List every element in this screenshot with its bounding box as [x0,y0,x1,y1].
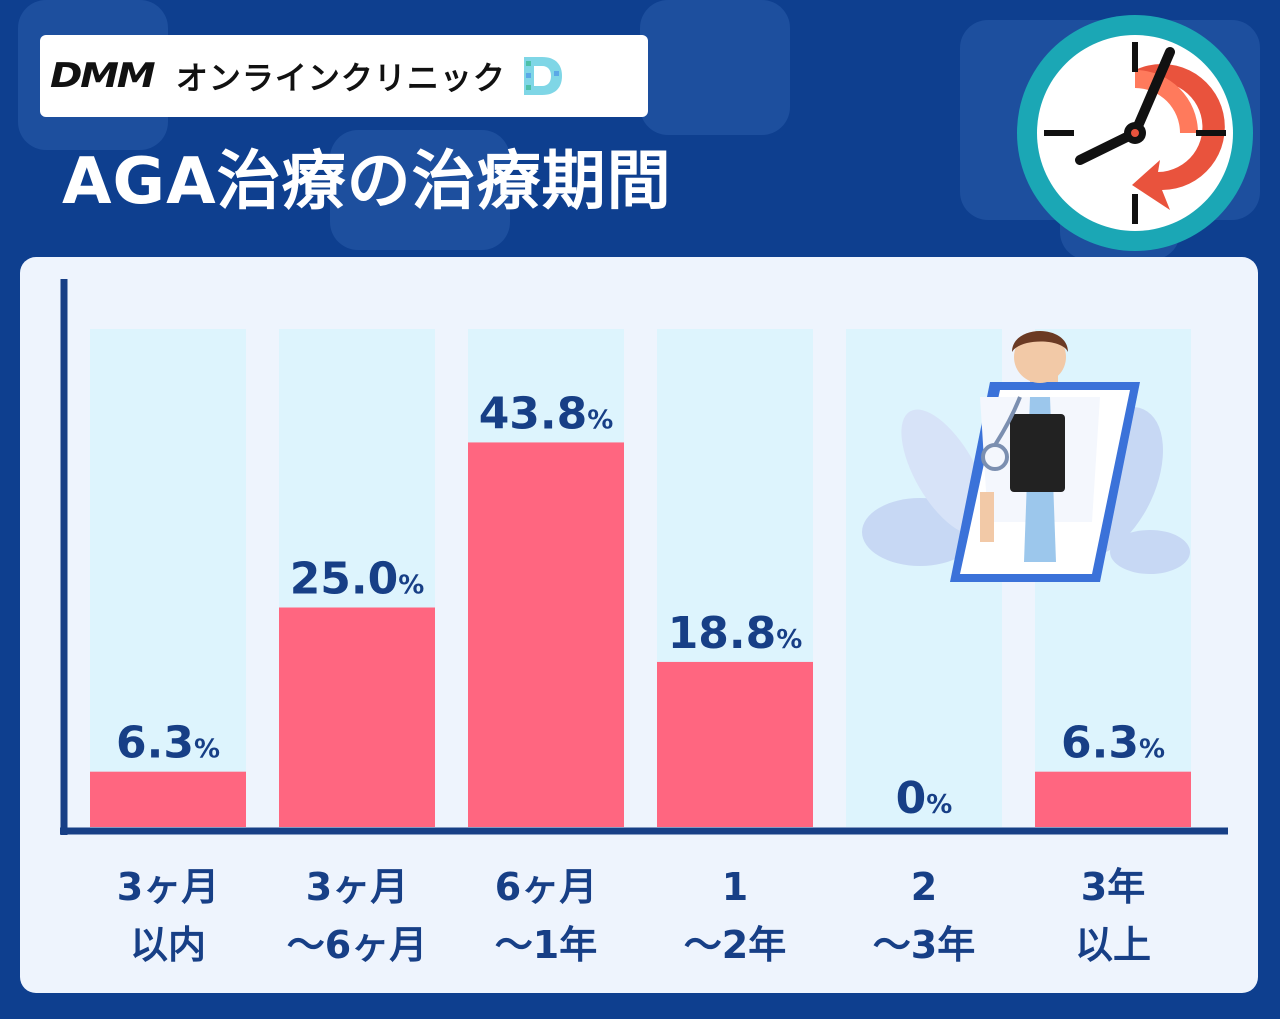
data-label-value: 0 [896,773,927,824]
bar [1035,771,1191,827]
data-label-unit: % [1139,735,1165,765]
data-label-value: 18.8 [668,608,777,659]
brand-logo: DMM オンラインクリニック [40,35,648,117]
data-label: 18.8% [668,608,803,659]
clock-icon [1017,15,1253,251]
data-label-unit: % [194,735,220,765]
category-label: 〜2年 [684,923,786,967]
data-label: 0% [896,773,953,824]
doctor-illustration [862,331,1190,582]
category-label: 以内 [130,923,206,967]
category-label: 3ヶ月 [306,865,408,909]
data-label-value: 43.8 [479,388,588,439]
brand-mark-icon [523,57,562,95]
data-label: 25.0% [290,554,425,605]
category-label: 2 [911,865,937,909]
category-label: 1 [722,865,748,909]
background-bubble [640,0,790,135]
brand-service-name: オンラインクリニック [175,59,506,97]
data-label-unit: % [587,405,613,435]
data-label-value: 6.3 [1061,718,1139,769]
data-label-unit: % [926,790,952,820]
bar [657,661,813,827]
data-label: 43.8% [479,388,614,439]
bar [468,442,624,827]
category-label: 3ヶ月 [117,865,219,909]
category-label: 〜6ヶ月 [287,923,427,967]
category-label: 以上 [1075,923,1151,967]
bar [90,771,246,827]
bar [279,607,435,827]
category-label: 〜1年 [495,923,597,967]
data-label-unit: % [398,571,424,601]
data-label-value: 6.3 [116,718,194,769]
chart-panel: 6.3% 3ヶ月以内 25.0% 3ヶ月〜6ヶ月 43.8% 6ヶ月〜1年 18.8% 1 〜2… [20,257,1258,993]
category-label: 3年 [1081,865,1145,909]
category-label: 〜3年 [873,923,975,967]
data-label: 6.3% [1061,718,1165,769]
background-bubble [330,130,510,250]
data-label-value: 25.0 [290,554,399,605]
bar-track [90,329,246,827]
data-label-unit: % [776,625,802,655]
category-label: 6ヶ月 [495,865,597,909]
data-label: 6.3% [116,718,220,769]
brand-logo-text: DMM [50,56,156,96]
page-title: AGA治療の治療期間 [62,145,672,219]
